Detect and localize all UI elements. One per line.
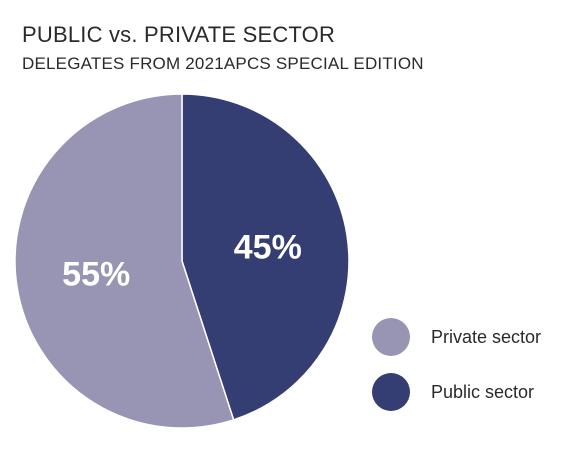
legend-label-public-sector: Public sector [431, 381, 535, 402]
pie-label-private-sector: 55% [62, 256, 130, 294]
pie-slice-private-sector [14, 93, 235, 429]
chart-title: PUBLIC vs. PRIVATE SECTOR [22, 22, 336, 47]
legend-swatch-public-sector [372, 373, 410, 411]
legend-label-private-sector: Private sector [431, 326, 542, 347]
legend-item-public-sector: Public sector [372, 373, 541, 411]
pie-slice-public-sector [181, 93, 350, 421]
pie-label-public-sector: 45% [234, 228, 302, 266]
legend-swatch-private-sector [372, 318, 410, 356]
legend-item-private-sector: Private sector [372, 318, 541, 356]
chart-subtitle: DELEGATES FROM 2021APCS SPECIAL EDITION [22, 54, 424, 73]
chart-legend: Private sector Public sector [372, 318, 541, 428]
